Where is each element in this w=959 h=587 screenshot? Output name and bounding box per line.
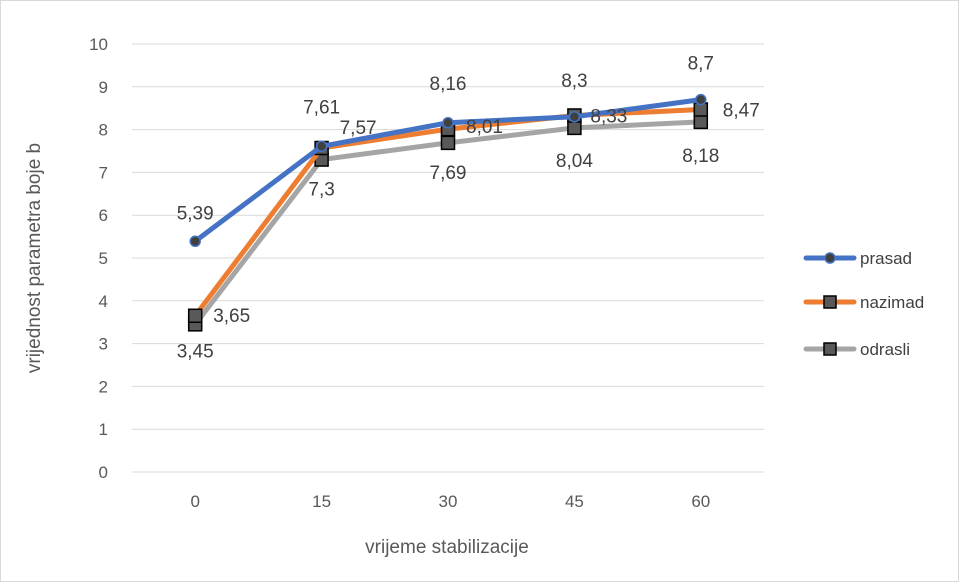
data-point xyxy=(567,120,582,136)
data-label-nazimad: 8,01 xyxy=(466,117,503,138)
data-label-nazimad: 8,47 xyxy=(723,100,760,121)
series-lines xyxy=(187,93,709,332)
data-point xyxy=(187,308,203,324)
y-tick-label: 10 xyxy=(89,35,108,54)
data-point xyxy=(442,117,454,129)
legend-marker xyxy=(824,252,836,264)
data-label-prasad: 8,3 xyxy=(561,71,587,92)
legend: prasad nazimad odrasli xyxy=(803,249,924,359)
y-tick-label: 9 xyxy=(99,78,108,97)
x-tick-label: 60 xyxy=(691,492,710,511)
x-tick-label: 45 xyxy=(565,492,584,511)
data-point xyxy=(695,93,707,106)
y-axis-tick-labels: 0 1 2 3 4 5 6 7 8 9 10 xyxy=(89,35,108,482)
data-label-nazimad: 8,33 xyxy=(590,106,627,127)
y-tick-label: 5 xyxy=(99,249,108,268)
y-tick-label: 1 xyxy=(99,420,108,439)
data-labels: 5,39 7,61 8,16 8,3 8,7 3,65 7,57 8,01 8,33 8,47 3,… xyxy=(177,54,760,363)
y-tick-label: 8 xyxy=(99,121,108,140)
data-label-odrasli: 7,3 xyxy=(308,180,334,201)
legend-item-odrasli: odrasli xyxy=(803,340,910,359)
legend-item-prasad: prasad xyxy=(803,249,912,268)
data-point xyxy=(315,140,328,153)
y-tick-label: 2 xyxy=(99,377,108,396)
data-label-prasad: 5,39 xyxy=(177,203,214,224)
data-label-odrasli: 8,18 xyxy=(682,146,719,167)
data-point xyxy=(440,135,456,151)
data-label-nazimad: 7,57 xyxy=(340,118,377,139)
y-tick-label: 7 xyxy=(99,163,108,182)
series-prasad xyxy=(189,93,707,248)
x-tick-label: 0 xyxy=(190,492,199,511)
legend-label: prasad xyxy=(860,249,912,268)
y-axis-title: vrijednost parametra boje b xyxy=(24,143,45,373)
y-tick-label: 4 xyxy=(99,292,108,311)
y-tick-label: 6 xyxy=(99,206,108,225)
data-label-prasad: 8,16 xyxy=(430,74,467,95)
legend-item-nazimad: nazimad xyxy=(803,293,924,312)
data-label-prasad: 8,7 xyxy=(688,54,714,75)
data-label-nazimad: 3,65 xyxy=(213,306,250,327)
x-axis-title: vrijeme stabilizacije xyxy=(365,537,529,558)
data-label-prasad: 7,61 xyxy=(303,97,340,118)
data-label-odrasli: 7,69 xyxy=(430,163,467,184)
y-tick-label: 3 xyxy=(99,335,108,354)
data-point xyxy=(693,114,709,130)
x-axis-tick-labels: 0 15 30 45 60 xyxy=(190,492,710,511)
x-tick-label: 15 xyxy=(312,492,331,511)
data-point xyxy=(568,111,581,123)
legend-marker xyxy=(823,295,837,309)
data-label-odrasli: 8,04 xyxy=(556,151,593,172)
data-point xyxy=(189,235,201,248)
data-label-odrasli: 3,45 xyxy=(177,341,214,362)
x-tick-label: 30 xyxy=(439,492,458,511)
legend-marker xyxy=(823,342,837,356)
legend-label: nazimad xyxy=(860,293,924,312)
legend-label: odrasli xyxy=(860,340,910,359)
y-tick-label: 0 xyxy=(99,463,108,482)
